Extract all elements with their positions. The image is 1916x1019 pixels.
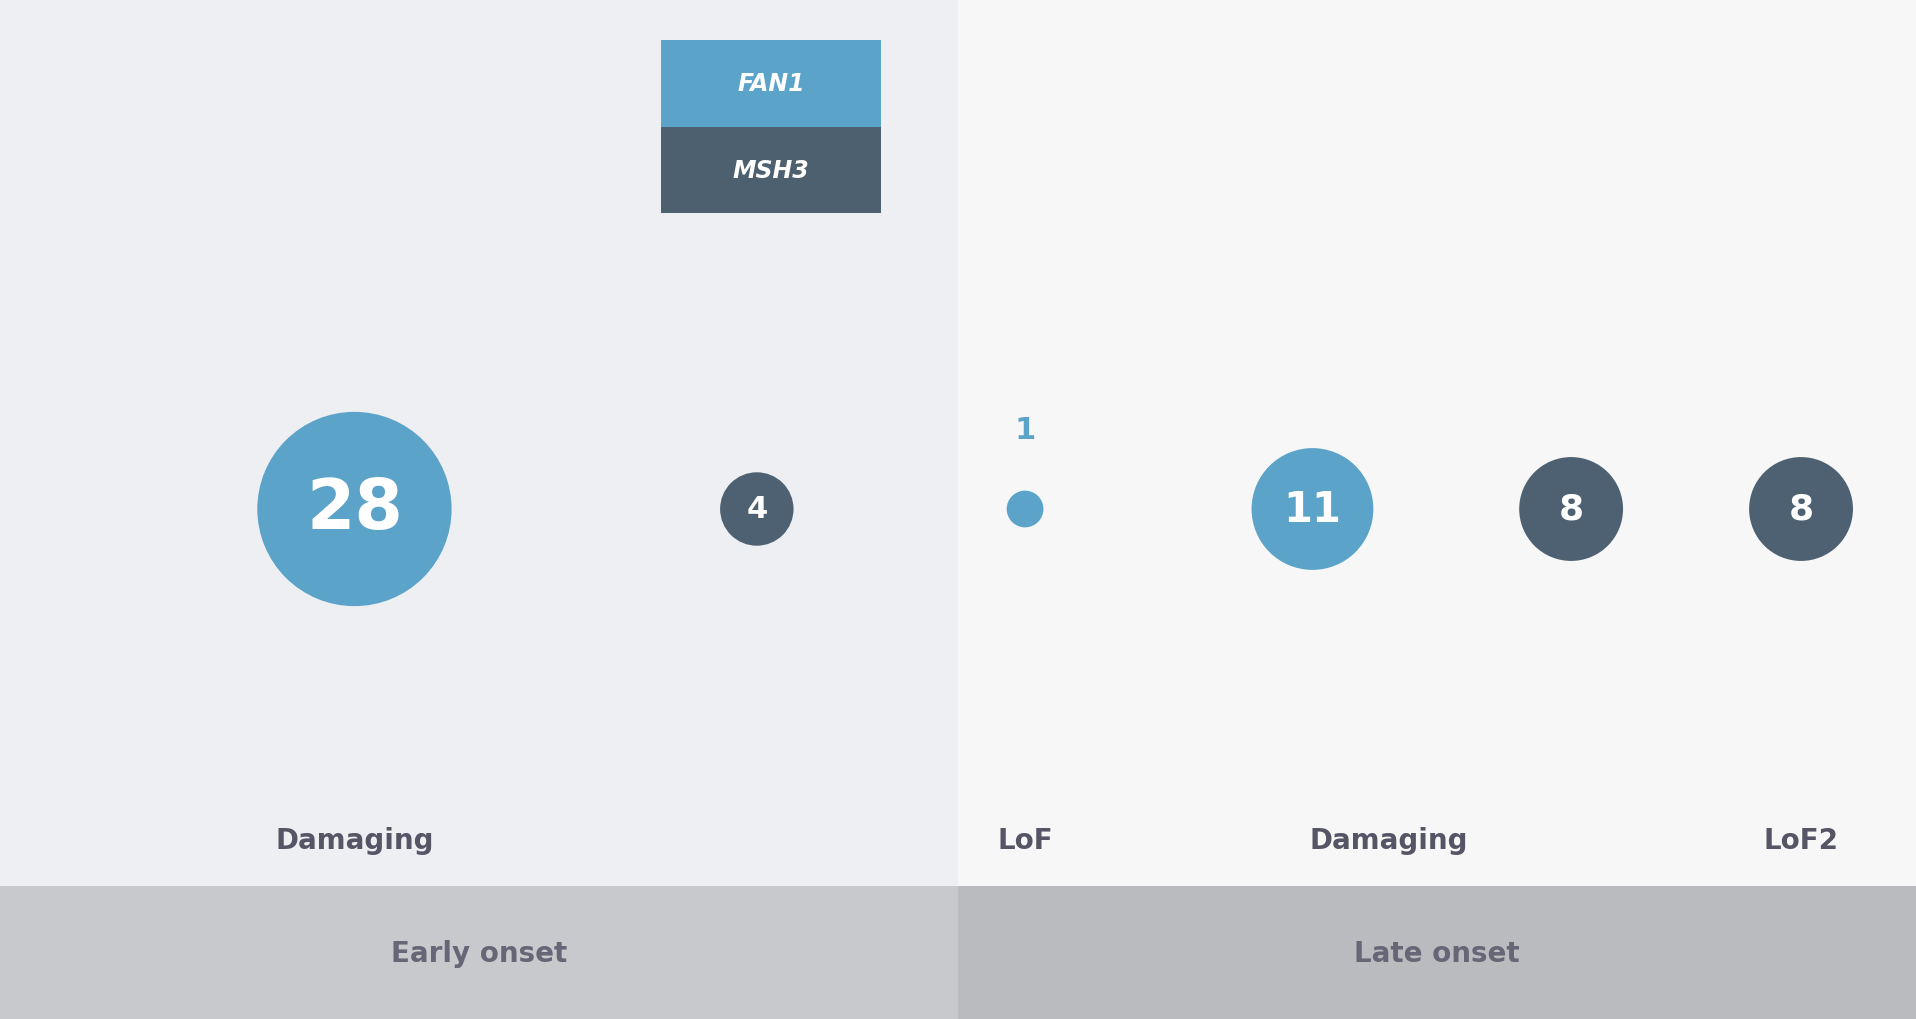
- Text: Late onset: Late onset: [1355, 938, 1519, 967]
- FancyBboxPatch shape: [958, 887, 1916, 1019]
- Ellipse shape: [257, 413, 452, 606]
- Ellipse shape: [720, 473, 793, 546]
- FancyBboxPatch shape: [661, 127, 881, 214]
- Ellipse shape: [1006, 491, 1044, 528]
- Ellipse shape: [1749, 458, 1853, 561]
- Ellipse shape: [1251, 448, 1374, 571]
- Text: 11: 11: [1284, 488, 1341, 531]
- FancyBboxPatch shape: [0, 0, 958, 887]
- Text: 8: 8: [1788, 492, 1814, 527]
- Ellipse shape: [1519, 458, 1623, 561]
- FancyBboxPatch shape: [0, 887, 958, 1019]
- Text: 28: 28: [307, 476, 402, 543]
- Text: MSH3: MSH3: [732, 159, 810, 182]
- Text: 8: 8: [1558, 492, 1585, 527]
- FancyBboxPatch shape: [661, 41, 881, 127]
- Text: FAN1: FAN1: [738, 72, 805, 96]
- FancyBboxPatch shape: [958, 0, 1916, 887]
- Text: Damaging: Damaging: [276, 826, 433, 855]
- Text: 1: 1: [1014, 416, 1037, 444]
- Text: Damaging: Damaging: [1311, 826, 1468, 855]
- Text: LoF2: LoF2: [1763, 826, 1839, 855]
- Text: LoF: LoF: [996, 826, 1054, 855]
- Text: Early onset: Early onset: [391, 938, 567, 967]
- Text: 4: 4: [745, 495, 768, 524]
